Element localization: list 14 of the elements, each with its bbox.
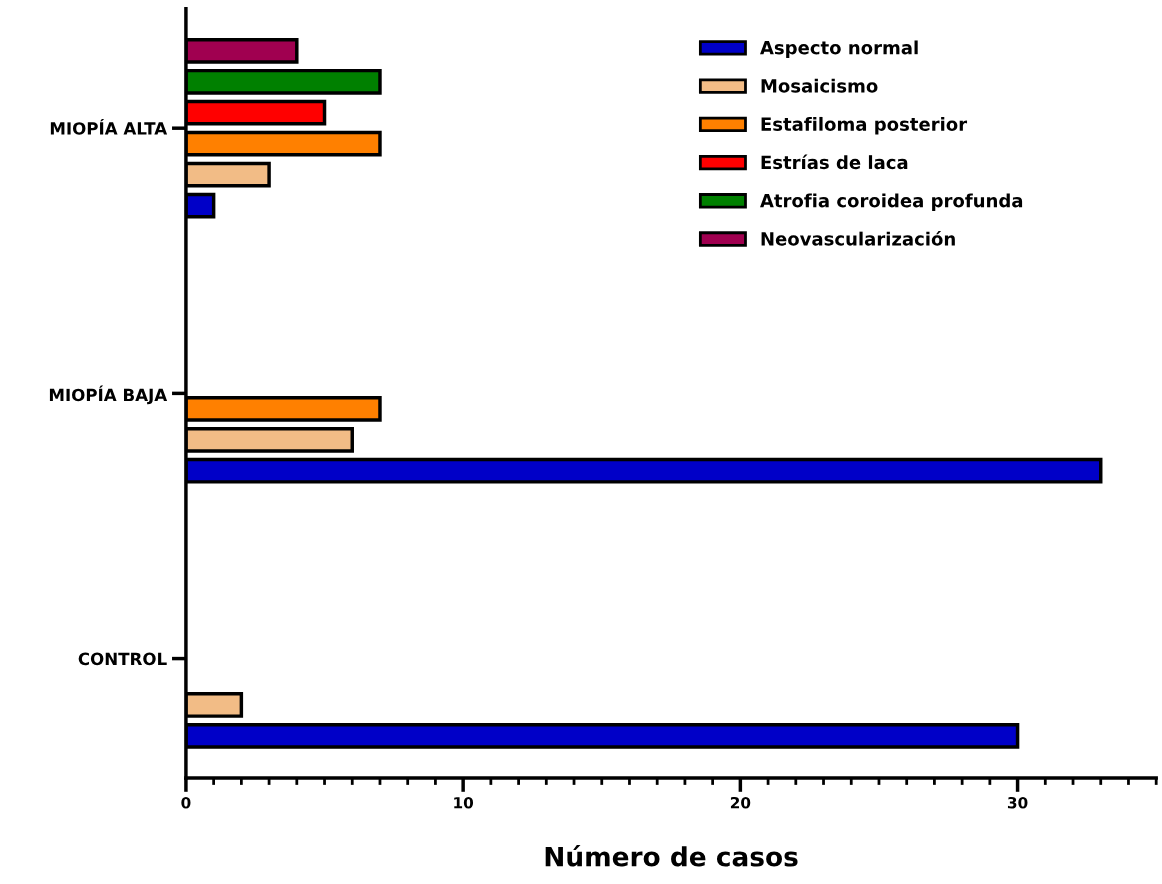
x-tick-label: 20 <box>730 796 751 809</box>
y-tick-label: CONTROL <box>78 652 167 666</box>
y-tick-label: MIOPÍA ALTA <box>50 119 168 135</box>
x-tick-label: 30 <box>1007 796 1028 809</box>
legend-label: Estrías de laca <box>761 154 908 170</box>
legend-label: Estafiloma posterior <box>761 116 968 135</box>
legend-label: Neovascularización <box>761 230 955 246</box>
y-tick-label: MIOPÍA BAJA <box>49 385 168 405</box>
legend-label: Atrofia coroidea profunda <box>760 193 1023 211</box>
x-axis-title: Número de casos <box>545 845 798 867</box>
legend-label: Mosaicismo <box>761 78 878 93</box>
legend-label: Aspecto normal <box>760 40 918 58</box>
x-tick-label: 0 <box>181 796 191 809</box>
x-tick-label: 10 <box>454 796 474 809</box>
